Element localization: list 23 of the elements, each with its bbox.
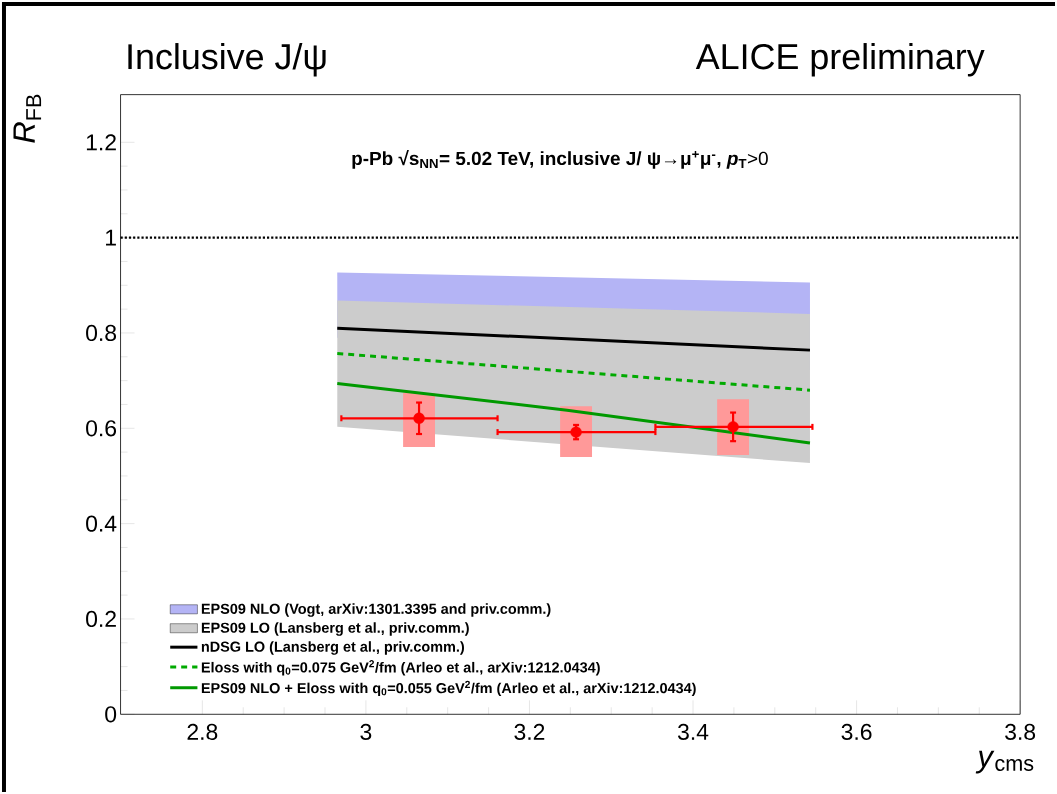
chart-title: Inclusive J/ψ: [128, 43, 326, 77]
y-tick-label: 0.2: [86, 610, 116, 628]
y-tick-label: 1.2: [86, 134, 116, 151]
legend-label: nDSG LO (Lansberg et al., priv.comm.): [201, 641, 465, 655]
y-tick-label: 0.8: [86, 324, 117, 342]
legend-label: Eloss with q$_{0}$=0.075 GeV$^{2}$/fm (Arleo et al., arXiv:1212.0434): [201, 660, 600, 676]
legend-label: EPS09 LO (Lansberg et al., priv.comm.): [201, 622, 469, 636]
x-tick-label: 3.4: [677, 723, 709, 740]
legend-label: EPS09 NLO (Vogt, arXiv:1301.3395 and priv.comm.): [201, 603, 551, 617]
y-tick-label: 1: [106, 229, 116, 246]
text: ALICE preliminary: [695, 43, 985, 77]
x-tick-label: 3: [360, 723, 372, 740]
y-axis-title: R$_{FB}$: [13, 94, 42, 143]
x-tick-label: 3.8: [1005, 723, 1036, 740]
y-tick-label: 0.6: [86, 420, 117, 437]
y-tick-label: 0: [105, 706, 117, 723]
x-tick-label: 3.2: [514, 723, 545, 740]
legend-label: EPS09 NLO + Eloss with q$_{0}$=0.055 GeV$^{2}$/fm (Arleo et al., arXiv:1212.0434): [201, 680, 696, 697]
x-tick-label: 3.6: [841, 723, 872, 740]
y-tick-label: 0.4: [86, 515, 117, 532]
x-axis-title: y$_{cms}$: [975, 750, 1034, 774]
text: p-Pb √s$_{NN}$= 5.02 TeV, inclusive J/ ψ→μ$^{+}$μ$^{-}$, p$_{T}$>0: [352, 149, 768, 169]
x-tick-label: 2.8: [187, 723, 218, 740]
